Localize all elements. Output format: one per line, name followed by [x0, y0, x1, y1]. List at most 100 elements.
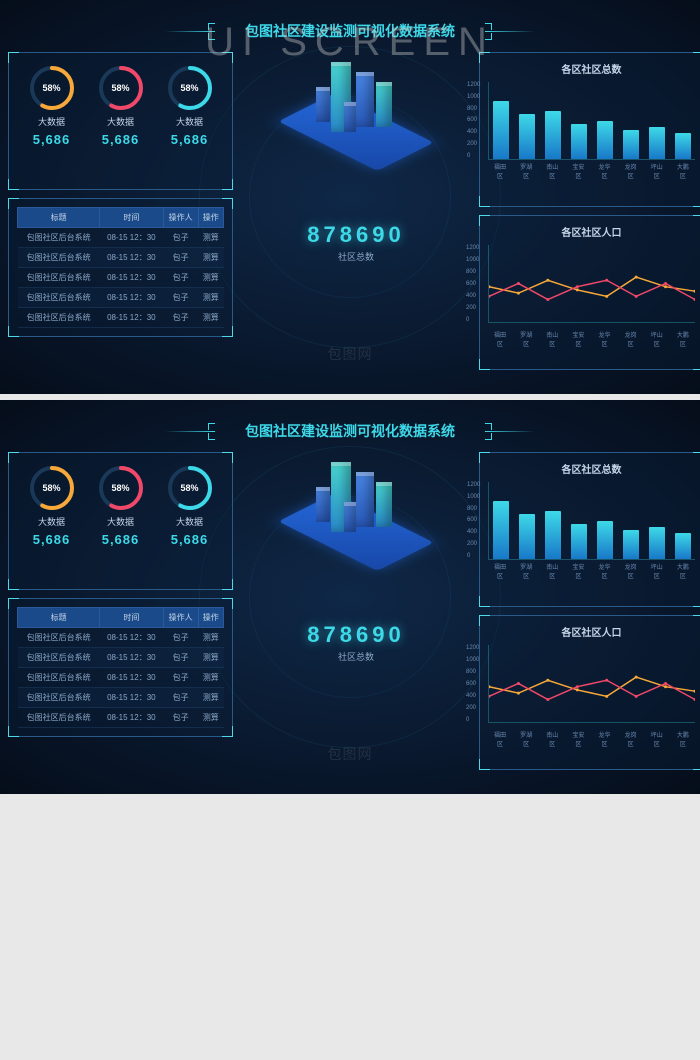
- table-header: 时间: [100, 208, 163, 228]
- table-cell: 08-15 12：30: [100, 268, 163, 288]
- table-cell: 包图社区后台系统: [18, 248, 100, 268]
- table-panel: 标题时间操作人操作包图社区后台系统08-15 12：30包子测算包图社区后台系统…: [8, 598, 233, 737]
- city-3d-icon: [241, 52, 471, 212]
- table-cell: 包子: [163, 708, 198, 728]
- gauge-0: 58% 大数据 5,686: [17, 61, 86, 181]
- line-chart-title: 各区社区人口: [488, 624, 695, 639]
- x-label: 龙岗区: [623, 562, 639, 580]
- gauge-value: 5,686: [86, 132, 155, 147]
- gauge-value: 5,686: [17, 132, 86, 147]
- line-chart-panel: 各区社区人口 120010008006004002000 福田区罗湖区南山区宝安…: [479, 615, 700, 770]
- table-cell: 包子: [163, 268, 198, 288]
- bar-0[interactable]: [493, 501, 509, 559]
- bar-4[interactable]: [597, 521, 613, 560]
- x-label: 宝安区: [570, 562, 586, 580]
- line-chart-svg: [488, 245, 695, 323]
- bar-3[interactable]: [571, 524, 587, 559]
- title-bar: 包图社区建设监测可视化数据系统: [0, 0, 700, 52]
- table-cell: 包子: [163, 248, 198, 268]
- x-label: 宝安区: [570, 330, 586, 348]
- bar-3[interactable]: [571, 124, 587, 159]
- table-row[interactable]: 包图社区后台系统08-15 12：30包子测算: [18, 688, 224, 708]
- bar-6[interactable]: [649, 527, 665, 559]
- table-row[interactable]: 包图社区后台系统08-15 12：30包子测算: [18, 248, 224, 268]
- x-label: 龙岗区: [623, 330, 639, 348]
- table-row[interactable]: 包图社区后台系统08-15 12：30包子测算: [18, 268, 224, 288]
- table-cell: 包子: [163, 308, 198, 328]
- table-row[interactable]: 包图社区后台系统08-15 12：30包子测算: [18, 708, 224, 728]
- table-cell: 包子: [163, 628, 198, 648]
- gauge-pct: 58%: [180, 83, 198, 93]
- x-label: 南山区: [544, 330, 560, 348]
- table-panel: 标题时间操作人操作包图社区后台系统08-15 12：30包子测算包图社区后台系统…: [8, 198, 233, 337]
- table-cell: 包图社区后台系统: [18, 648, 100, 668]
- table-header: 时间: [100, 608, 163, 628]
- gauge-pct: 58%: [111, 483, 129, 493]
- bar-0[interactable]: [493, 101, 509, 159]
- bar-4[interactable]: [597, 121, 613, 160]
- table-cell: 包图社区后台系统: [18, 268, 100, 288]
- community-total-value: 878690: [241, 222, 471, 248]
- table-cell: 08-15 12：30: [100, 288, 163, 308]
- gauge-2: 58% 大数据 5,686: [155, 61, 224, 181]
- x-label: 大鹏区: [675, 162, 691, 180]
- x-label: 福田区: [492, 562, 508, 580]
- table-header: 标题: [18, 208, 100, 228]
- table-row[interactable]: 包图社区后台系统08-15 12：30包子测算: [18, 628, 224, 648]
- gauge-label: 大数据: [86, 115, 155, 128]
- gauge-value: 5,686: [155, 132, 224, 147]
- x-label: 大鹏区: [675, 562, 691, 580]
- x-label: 龙岗区: [623, 730, 639, 748]
- data-table: 标题时间操作人操作包图社区后台系统08-15 12：30包子测算包图社区后台系统…: [17, 607, 224, 728]
- bar-6[interactable]: [649, 127, 665, 159]
- table-row[interactable]: 包图社区后台系统08-15 12：30包子测算: [18, 228, 224, 248]
- gauge-pct: 58%: [111, 83, 129, 93]
- table-cell: 08-15 12：30: [100, 308, 163, 328]
- x-label: 龙岗区: [623, 162, 639, 180]
- table-header: 操作人: [163, 608, 198, 628]
- table-row[interactable]: 包图社区后台系统08-15 12：30包子测算: [18, 648, 224, 668]
- gauges-panel: 58% 大数据 5,686 58% 大数据 5,686 58% 大数据 5,68…: [8, 452, 233, 590]
- bar-1[interactable]: [519, 514, 535, 559]
- title-bar: 包图社区建设监测可视化数据系统: [0, 400, 700, 452]
- x-label: 坪山区: [649, 330, 665, 348]
- table-cell: 包图社区后台系统: [18, 308, 100, 328]
- bar-5[interactable]: [623, 130, 639, 159]
- x-label: 福田区: [492, 162, 508, 180]
- x-label: 宝安区: [570, 162, 586, 180]
- bar-2[interactable]: [545, 511, 561, 559]
- table-row[interactable]: 包图社区后台系统08-15 12：30包子测算: [18, 288, 224, 308]
- community-total-label: 社区总数: [241, 650, 471, 663]
- table-cell: 08-15 12：30: [100, 228, 163, 248]
- x-label: 罗湖区: [518, 730, 534, 748]
- line-chart-panel: 各区社区人口 120010008006004002000 福田区罗湖区南山区宝安…: [479, 215, 700, 370]
- gauge-label: 大数据: [155, 115, 224, 128]
- x-label: 坪山区: [649, 562, 665, 580]
- x-label: 罗湖区: [518, 162, 534, 180]
- table-cell: 测算: [198, 648, 223, 668]
- table-row[interactable]: 包图社区后台系统08-15 12：30包子测算: [18, 308, 224, 328]
- table-cell: 包子: [163, 648, 198, 668]
- table-cell: 测算: [198, 668, 223, 688]
- table-cell: 包图社区后台系统: [18, 628, 100, 648]
- bar-7[interactable]: [675, 533, 691, 559]
- table-cell: 测算: [198, 248, 223, 268]
- bar-chart-panel: 各区社区总数 120010008006004002000 福田区罗湖区南山区宝安…: [479, 52, 700, 207]
- table-header: 操作: [198, 608, 223, 628]
- bar-5[interactable]: [623, 530, 639, 559]
- line-chart-svg: [488, 645, 695, 723]
- bar-1[interactable]: [519, 114, 535, 159]
- table-cell: 包子: [163, 228, 198, 248]
- community-total-value: 878690: [241, 622, 471, 648]
- table-row[interactable]: 包图社区后台系统08-15 12：30包子测算: [18, 668, 224, 688]
- gauge-label: 大数据: [86, 515, 155, 528]
- gauge-1: 58% 大数据 5,686: [86, 61, 155, 181]
- x-label: 罗湖区: [518, 330, 534, 348]
- bar-chart-panel: 各区社区总数 120010008006004002000 福田区罗湖区南山区宝安…: [479, 452, 700, 607]
- gauge-pct: 58%: [180, 483, 198, 493]
- bar-7[interactable]: [675, 133, 691, 159]
- x-label: 福田区: [492, 730, 508, 748]
- bar-2[interactable]: [545, 111, 561, 159]
- center-column: 878690 社区总数: [241, 452, 471, 770]
- table-cell: 包图社区后台系统: [18, 228, 100, 248]
